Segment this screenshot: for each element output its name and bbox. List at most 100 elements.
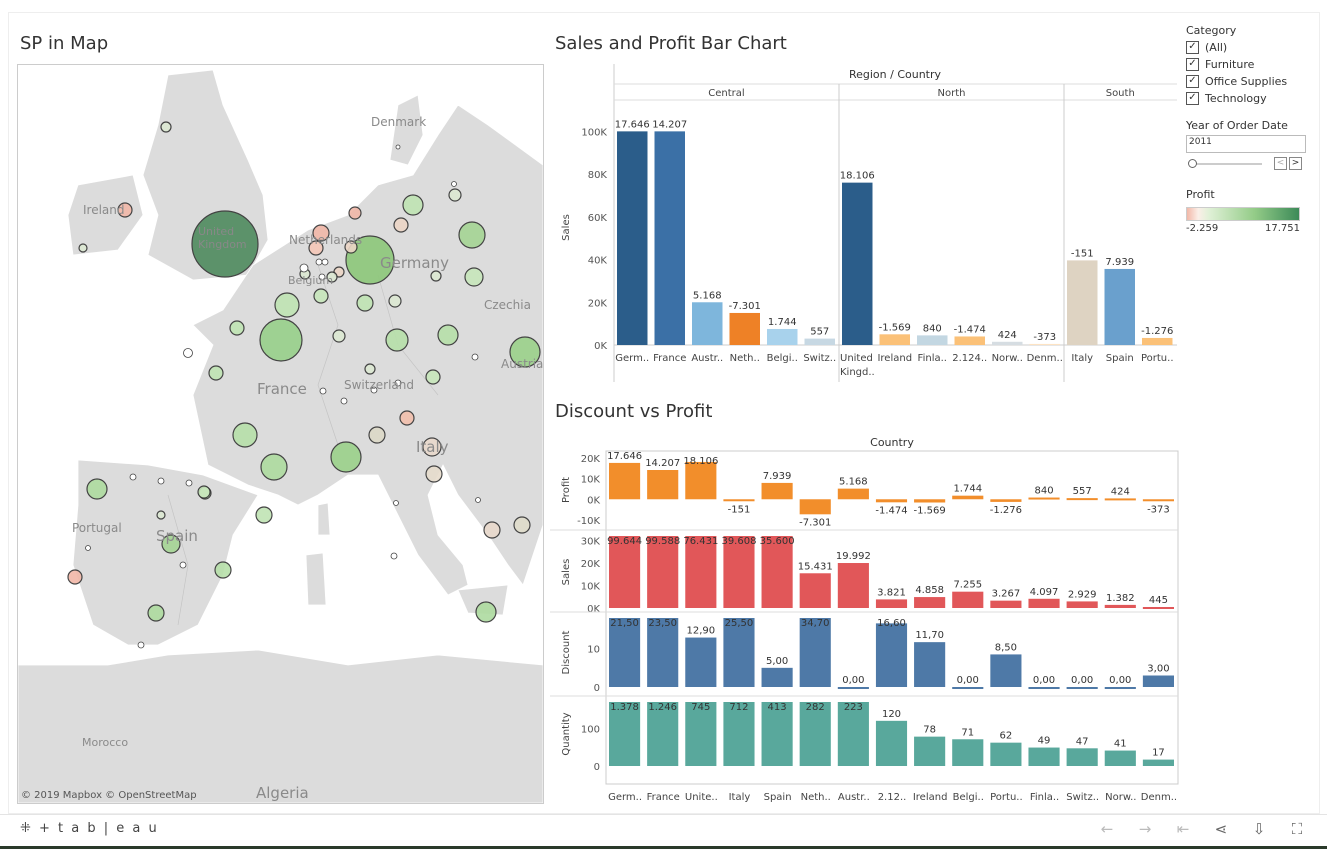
series-bar[interactable] — [761, 667, 793, 687]
category-option[interactable]: ✓ (All) — [1186, 39, 1310, 56]
series-bar[interactable] — [1028, 497, 1060, 500]
sales-bar[interactable] — [917, 335, 948, 345]
series-bar[interactable] — [609, 536, 641, 608]
series-bar[interactable] — [609, 618, 641, 687]
series-bar[interactable] — [647, 702, 679, 766]
redo-icon[interactable]: → — [1138, 820, 1152, 838]
share-icon[interactable]: ⋖ — [1214, 820, 1228, 838]
revert-icon[interactable]: ⇤ — [1176, 820, 1190, 838]
sales-bar[interactable] — [992, 341, 1023, 345]
series-bar[interactable] — [837, 488, 869, 500]
series-bar[interactable] — [1104, 498, 1136, 501]
series-bar[interactable] — [647, 536, 679, 608]
series-bar[interactable] — [1142, 675, 1174, 688]
series-bar[interactable] — [990, 742, 1022, 766]
series-bar[interactable] — [875, 623, 908, 687]
sales-bar[interactable] — [1142, 337, 1173, 345]
map-attribution[interactable]: © 2019 Mapbox © OpenStreetMap — [21, 790, 197, 801]
checkbox-checked-icon[interactable]: ✓ — [1186, 92, 1199, 105]
series-bar[interactable] — [1142, 606, 1174, 609]
series-bar[interactable] — [875, 599, 908, 608]
series-bar[interactable] — [609, 702, 641, 766]
sales-bar[interactable] — [767, 328, 798, 345]
series-bar[interactable] — [685, 702, 717, 766]
series-bar[interactable] — [723, 702, 755, 766]
year-slider[interactable]: < > — [1186, 156, 1310, 172]
sales-bar[interactable] — [954, 336, 986, 345]
series-bar[interactable] — [952, 591, 984, 608]
series-bar[interactable] — [799, 573, 831, 608]
download-icon[interactable]: ⇩ — [1252, 820, 1266, 838]
series-bar[interactable] — [647, 469, 679, 500]
prev-year-icon[interactable]: < — [1274, 157, 1287, 170]
sales-bar[interactable] — [1029, 343, 1061, 345]
series-bar[interactable] — [1028, 598, 1060, 608]
checkbox-checked-icon[interactable]: ✓ — [1186, 58, 1199, 71]
series-bar[interactable] — [723, 536, 755, 608]
fullscreen-icon[interactable]: ⛶ — [1291, 820, 1303, 838]
series-bar[interactable] — [1104, 604, 1136, 608]
tableau-logo[interactable]: ⁜ + t a b | e a u — [20, 821, 159, 836]
series-bar[interactable] — [685, 637, 717, 687]
category-option[interactable]: ✓ Office Supplies — [1186, 73, 1310, 90]
series-bar[interactable] — [609, 462, 641, 500]
series-bar[interactable] — [837, 687, 869, 689]
series-bar[interactable] — [799, 702, 831, 766]
series-bar[interactable] — [952, 495, 984, 500]
sales-profit-bar-chart[interactable]: Region / Country Sales 0K 20K 40K 60K 80K 100K C… — [550, 62, 1180, 387]
series-bar[interactable] — [1142, 759, 1174, 766]
sales-bar[interactable] — [1104, 268, 1136, 345]
sales-bar[interactable] — [729, 312, 761, 345]
sales-bar[interactable] — [692, 302, 723, 345]
series-bar[interactable] — [1066, 498, 1098, 501]
series-bar[interactable] — [1066, 601, 1098, 608]
next-year-icon[interactable]: > — [1289, 157, 1302, 170]
sales-bar[interactable] — [804, 338, 836, 345]
undo-icon[interactable]: ← — [1100, 820, 1114, 838]
series-bar[interactable] — [647, 618, 679, 687]
sales-bar[interactable] — [842, 182, 873, 345]
series-bar[interactable] — [761, 702, 793, 766]
map-svg[interactable] — [18, 65, 543, 803]
series-bar[interactable] — [685, 536, 717, 608]
sales-bar[interactable] — [654, 131, 686, 345]
series-bar[interactable] — [685, 461, 717, 500]
sales-bar[interactable] — [617, 131, 648, 345]
checkbox-checked-icon[interactable]: ✓ — [1186, 75, 1199, 88]
series-bar[interactable] — [837, 702, 869, 766]
year-input[interactable]: 2011 — [1186, 135, 1306, 153]
series-bar[interactable] — [761, 482, 793, 500]
category-option[interactable]: ✓ Technology — [1186, 90, 1310, 107]
series-bar[interactable] — [799, 618, 831, 687]
checkbox-checked-icon[interactable]: ✓ — [1186, 41, 1199, 54]
slider-knob[interactable] — [1188, 159, 1197, 168]
series-bar[interactable] — [1028, 747, 1060, 766]
category-option[interactable]: ✓ Furniture — [1186, 56, 1310, 73]
series-bar[interactable] — [723, 618, 755, 687]
series-bar[interactable] — [914, 499, 946, 503]
series-bar[interactable] — [952, 739, 984, 766]
series-bar[interactable] — [1028, 687, 1060, 689]
series-bar[interactable] — [799, 499, 831, 515]
series-bar[interactable] — [875, 499, 908, 503]
map-view[interactable]: Ireland United Kingdom Netherlands Belgi… — [17, 64, 544, 804]
series-bar[interactable] — [914, 597, 946, 608]
sales-bar[interactable] — [879, 334, 911, 345]
series-bar[interactable] — [761, 536, 793, 608]
series-bar[interactable] — [1066, 748, 1098, 766]
series-bar[interactable] — [990, 600, 1022, 608]
series-bar[interactable] — [990, 499, 1022, 502]
series-bar[interactable] — [723, 499, 755, 502]
series-bar[interactable] — [1104, 750, 1136, 766]
series-bar[interactable] — [1066, 687, 1098, 689]
series-bar[interactable] — [1142, 499, 1174, 502]
sales-bar[interactable] — [1067, 260, 1098, 345]
series-bar[interactable] — [914, 736, 946, 766]
series-bar[interactable] — [990, 654, 1022, 687]
series-bar[interactable] — [875, 720, 908, 766]
series-bar[interactable] — [1104, 687, 1136, 689]
series-bar[interactable] — [914, 642, 946, 687]
series-bar[interactable] — [952, 687, 984, 689]
series-bar[interactable] — [837, 563, 869, 608]
